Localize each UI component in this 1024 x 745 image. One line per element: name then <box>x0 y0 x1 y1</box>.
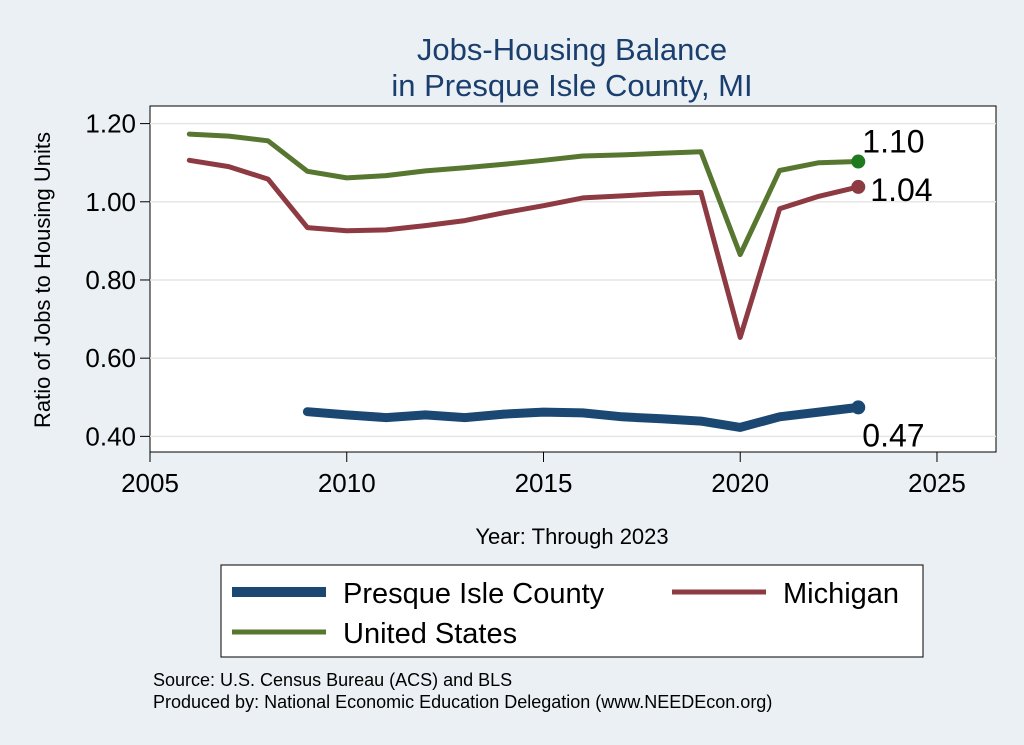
y-axis-label: Ratio of Jobs to Housing Units <box>30 132 55 428</box>
gridlines <box>150 122 996 438</box>
produced-by-line: Produced by: National Economic Education… <box>153 692 772 712</box>
y-tick-label: 1.20 <box>85 109 136 139</box>
endpoint-marker-michigan <box>851 179 866 194</box>
endpoint-marker-us <box>851 154 866 169</box>
legend-box <box>220 564 924 658</box>
y-tick-label: 0.80 <box>85 265 136 295</box>
legend-label-michigan: Michigan <box>783 578 899 610</box>
legend-label-us: United States <box>343 618 517 650</box>
source-line: Source: U.S. Census Bureau (ACS) and BLS <box>153 670 512 690</box>
series-line-county <box>302 402 863 432</box>
series-line-michigan <box>186 157 861 340</box>
x-tick-label: 2010 <box>318 468 376 498</box>
x-tick-label: 2005 <box>121 468 179 498</box>
y-tick-label: 1.00 <box>85 187 136 217</box>
series-group <box>186 131 863 432</box>
end-label-us: 1.10 <box>862 124 924 160</box>
legend-label-county: Presque Isle County <box>343 578 605 610</box>
y-axis: 0.40 0.60 0.80 1.00 1.20 <box>85 109 150 451</box>
y-tick-label: 0.40 <box>85 421 136 451</box>
x-tick-label: 2025 <box>908 468 966 498</box>
x-tick-label: 2020 <box>711 468 769 498</box>
x-tick-label: 2015 <box>515 468 573 498</box>
x-axis-label: Year: Through 2023 <box>475 524 668 549</box>
y-tick-label: 0.60 <box>85 343 136 373</box>
end-label-michigan: 1.04 <box>870 172 932 208</box>
x-axis: 2005 2010 2015 2020 2025 <box>121 452 966 498</box>
series-line-us <box>186 131 861 258</box>
end-label-county: 0.47 <box>862 417 924 453</box>
chart-title-line-1: Jobs-Housing Balance <box>417 32 727 67</box>
legend: Presque Isle County Michigan United Stat… <box>220 564 924 658</box>
chart-title-line-2: in Presque Isle County, MI <box>391 68 752 103</box>
endpoint-marker-county <box>851 400 866 415</box>
endpoint-group: 1.10 1.04 0.47 <box>851 124 933 453</box>
